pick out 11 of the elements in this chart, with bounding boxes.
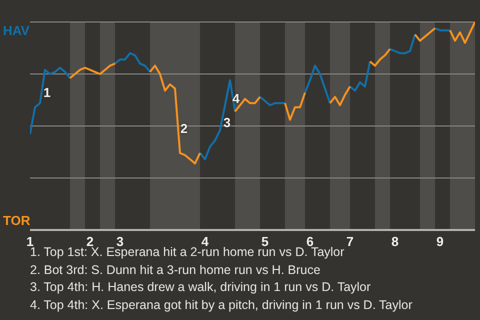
annotation: 1 <box>42 85 52 100</box>
annotation: 3 <box>222 115 232 130</box>
text: HAV <box>3 23 30 38</box>
annotation: 2 <box>179 121 189 136</box>
x-tick-label: 8 <box>391 234 399 249</box>
x-tick-label: 9 <box>436 234 444 249</box>
text: 4. Top 4th: X. Esperana got hit by a pitch, driving in 1 run vs D. Taylor <box>30 297 412 314</box>
text: 3. Top 4th: H. Hanes drew a walk, driving in 1 run vs D. Taylor <box>30 279 372 296</box>
x-tick-label: 7 <box>346 234 354 249</box>
annotation: TOR <box>3 213 30 228</box>
text: 2. Bot 3rd: S. Dunn hit a 3-run home run vs H. Bruce <box>30 262 322 279</box>
